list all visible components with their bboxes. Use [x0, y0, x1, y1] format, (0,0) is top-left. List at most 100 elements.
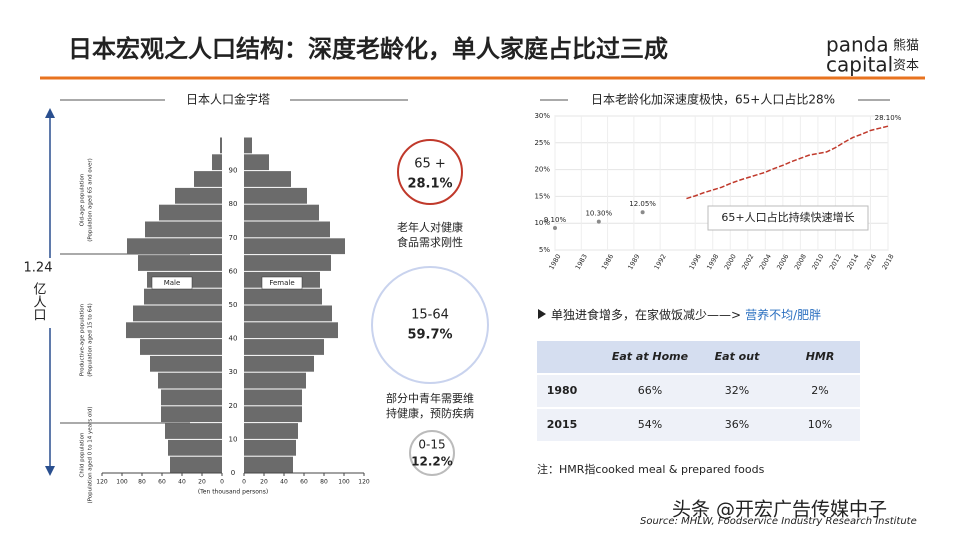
source: Source: MHLW, Foodservice Industry Resea…: [640, 516, 917, 527]
row-label: 1980: [547, 384, 578, 397]
sex-label: Male: [164, 279, 181, 287]
age-label: 65 +: [414, 157, 446, 172]
population-bar: [244, 372, 306, 389]
y-tick-label: 60: [229, 267, 238, 275]
table-row-bg: [537, 409, 860, 441]
value-label: 10.30%: [585, 210, 612, 218]
value-label: 9.10%: [544, 216, 567, 224]
population-bar: [244, 389, 302, 406]
side-label: (Population aged 15 to 64): [88, 303, 94, 376]
age-circle: [409, 430, 455, 476]
population-bar: [244, 288, 322, 305]
x-tick-label: 60: [158, 479, 166, 486]
y-tick-label: 20%: [534, 166, 550, 174]
population-bar: [150, 355, 222, 372]
population-unit: 亿人口: [31, 282, 47, 321]
value-label: 28.10%: [875, 114, 902, 122]
population-bar: [165, 423, 222, 439]
x-tick-label: 60: [300, 479, 308, 486]
population-bar: [140, 339, 222, 355]
cell: 2%: [811, 384, 828, 397]
sex-label-box: [151, 276, 193, 290]
age-share: 59.7%: [407, 328, 452, 343]
cell: 36%: [725, 418, 749, 431]
point: [640, 210, 645, 215]
population-bar: [244, 238, 345, 255]
x-axis-label: (Ten thousand persons): [198, 489, 268, 496]
note: 部分中青年需要维: [386, 391, 474, 405]
x-tick-label: 40: [280, 479, 288, 486]
population-bar: [127, 238, 222, 255]
table-header-bg: [537, 341, 860, 373]
row-label: 2015: [547, 418, 578, 431]
side-label: Child population: [80, 432, 86, 477]
population-bar: [244, 355, 314, 372]
watermark: 头条 @开宏广告传媒中子: [672, 499, 887, 521]
note: 持健康，预防疾病: [386, 406, 474, 420]
trend-line: [686, 125, 889, 200]
side-label: Old-age population: [80, 173, 86, 226]
sex-label-box: [261, 276, 303, 290]
population-bar: [170, 456, 222, 473]
population-bar: [244, 221, 330, 238]
age-share: 12.2%: [411, 455, 453, 469]
population-bar: [244, 137, 252, 154]
population-bar: [145, 221, 222, 238]
population-bar: [159, 204, 222, 221]
population-bar: [133, 305, 222, 322]
label-backdrop: [22, 258, 58, 328]
x-tick-label: 100: [338, 479, 350, 486]
x-tick-label: 120: [358, 479, 370, 486]
population-bar: [244, 305, 332, 322]
population-bar: [144, 288, 222, 305]
population-total: 1.24: [24, 261, 53, 276]
point: [596, 219, 601, 224]
population-bar: [161, 389, 222, 406]
y-tick-label: 80: [229, 200, 238, 208]
column-header: Eat at Home: [612, 350, 689, 363]
note: 食品需求刚性: [397, 235, 463, 249]
population-bar: [244, 456, 293, 473]
age-share: 28.1%: [407, 177, 452, 192]
population-bar: [244, 423, 298, 439]
population-bar: [175, 187, 222, 204]
y-tick-label: 50: [229, 301, 238, 309]
population-bar: [244, 154, 269, 171]
footnote: 注：HMR指cooked meal & prepared foods: [537, 462, 765, 476]
population-bar: [158, 372, 222, 389]
cell: 54%: [638, 418, 662, 431]
x-tick-label: 20: [198, 479, 206, 486]
annotation: 65+人口占比持续快速增长: [721, 210, 854, 224]
x-tick-label: 40: [178, 479, 186, 486]
y-tick-label: 10%: [534, 219, 550, 227]
y-tick-label: 30: [229, 368, 238, 376]
y-tick-label: 25%: [534, 139, 550, 147]
age-circle: [371, 266, 489, 384]
age-circle: [397, 139, 463, 205]
population-bar: [168, 439, 222, 456]
age-label: 15-64: [411, 308, 449, 323]
x-tick-label: 120: [96, 479, 108, 486]
line-chart-title: 日本老龄化加深速度极快，65+人口占比28%: [591, 92, 835, 107]
note: 老年人对健康: [397, 220, 463, 234]
slide-title: 日本宏观之人口结构：深度老龄化，单人家庭占比过三成: [68, 35, 668, 63]
cell: 32%: [725, 384, 749, 397]
x-tick-label: 80: [320, 479, 328, 486]
table-row-bg: [537, 375, 860, 407]
x-tick-label: 0: [242, 479, 246, 486]
y-tick-label: 90: [229, 167, 238, 175]
bullet: [538, 309, 546, 319]
sex-label: Female: [269, 279, 294, 287]
annotation-box: [707, 205, 869, 231]
side-label: (Population aged 65 and over): [88, 158, 94, 242]
insight: 单独进食增多，在家做饭减少——> 营养不均/肥胖: [551, 307, 821, 322]
x-tick-label: 0: [220, 479, 224, 486]
population-bar: [244, 171, 291, 187]
logo-latin: capital: [826, 53, 893, 77]
column-header: HMR: [806, 350, 835, 363]
x-tick-label: 100: [116, 479, 128, 486]
population-bar: [244, 406, 302, 423]
column-header: Eat out: [715, 350, 760, 363]
y-tick-label: 40: [229, 335, 238, 343]
